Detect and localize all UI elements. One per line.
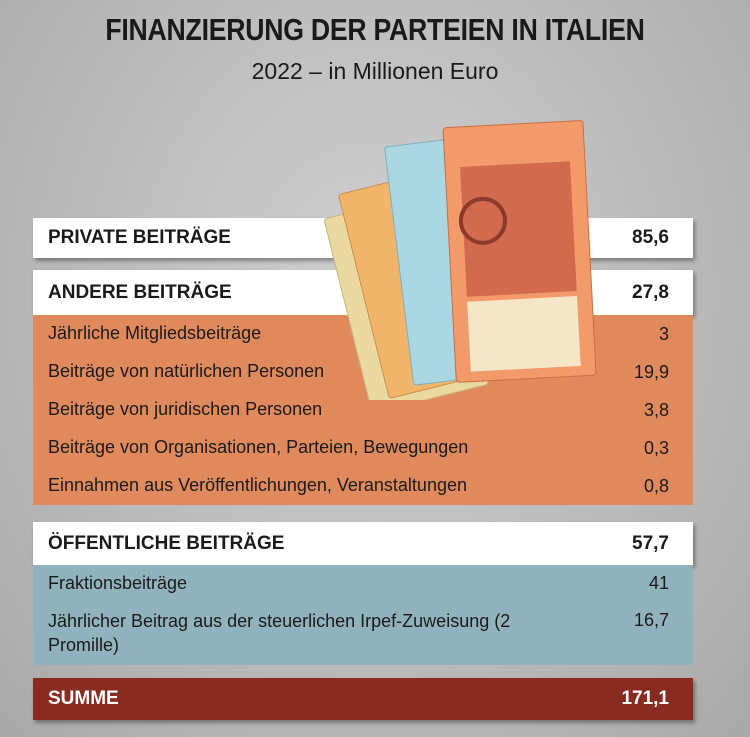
value: 16,7 [633, 610, 669, 630]
label: Fraktionsbeiträge [48, 572, 188, 593]
value: 41 [648, 573, 669, 593]
detail-row: Beiträge von natürlichen Personen 19,9 [33, 353, 693, 391]
value: 19,9 [633, 361, 669, 382]
label: Einnahmen aus Veröffentlichungen, Verans… [48, 475, 467, 496]
subtitle: 2022 – in Millionen Euro [251, 58, 499, 84]
sum-row: SUMME 171,1 [33, 678, 693, 720]
title: FINANZIERUNG DER PARTEIEN IN ITALIEN [105, 12, 645, 47]
label: Jährlicher Beitrag aus der steuerlichen … [48, 611, 511, 655]
detail-row: Jährliche Mitgliedsbeiträge 3 [33, 315, 693, 353]
value: 57,7 [632, 532, 669, 554]
label: ÖFFENTLICHE BEITRÄGE [48, 532, 285, 554]
section-row: ÖFFENTLICHE BEITRÄGE 57,7 [33, 522, 693, 565]
detail-row: Einnahmen aus Veröffentlichungen, Verans… [33, 467, 693, 505]
section-row: ANDERE BEITRÄGE 27,8 [33, 270, 693, 315]
label: Beiträge von Organisationen, Parteien, B… [48, 437, 469, 458]
label: Jährliche Mitgliedsbeiträge [48, 323, 262, 344]
detail-row: Jährlicher Beitrag aus der steuerlichen … [33, 602, 693, 665]
detail-row: Fraktionsbeiträge 41 [33, 565, 693, 602]
value: 85,6 [632, 227, 669, 248]
value: 0,8 [643, 475, 669, 496]
detail-row: Beiträge von juridischen Personen 3,8 [33, 391, 693, 429]
label: PRIVATE BEITRÄGE [48, 227, 231, 248]
label: Beiträge von natürlichen Personen [48, 361, 325, 382]
value: 171,1 [621, 688, 669, 709]
value: 3 [658, 323, 669, 344]
section-row: PRIVATE BEITRÄGE 85,6 [33, 218, 693, 258]
label: SUMME [48, 688, 119, 709]
value: 27,8 [632, 281, 669, 303]
label: Beiträge von juridischen Personen [48, 399, 323, 420]
detail-row: Beiträge von Organisationen, Parteien, B… [33, 429, 693, 467]
value: 0,3 [643, 437, 669, 458]
label: ANDERE BEITRÄGE [48, 281, 232, 303]
value: 3,8 [643, 399, 669, 420]
